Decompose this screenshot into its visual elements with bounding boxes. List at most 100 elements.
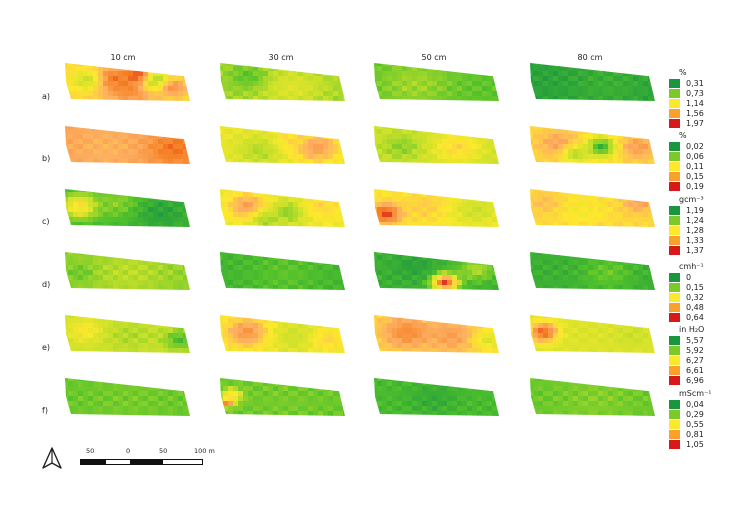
map-cell	[243, 63, 249, 67]
map-cell	[467, 144, 473, 150]
map-cell	[178, 154, 184, 160]
map-cell	[487, 71, 493, 77]
map-cell	[188, 285, 190, 290]
map-cell	[603, 255, 609, 261]
map-cell	[618, 139, 624, 145]
map-cell	[168, 348, 174, 353]
map-cell	[578, 154, 584, 160]
map-cell	[487, 315, 493, 319]
map-cell	[618, 76, 624, 82]
map-panel-c-30cm	[220, 189, 345, 227]
map-cell	[258, 323, 264, 329]
map-cell	[457, 91, 463, 97]
map-cell	[623, 149, 629, 155]
map-cell	[248, 217, 254, 223]
map-cell	[173, 212, 179, 218]
map-cell	[308, 139, 314, 145]
map-cell	[533, 348, 539, 353]
map-cell	[228, 260, 234, 266]
map-cell	[123, 66, 129, 72]
map-cell	[268, 328, 274, 334]
map-cell	[593, 91, 599, 97]
map-cell	[98, 338, 104, 344]
map-cell	[462, 101, 468, 107]
map-cell	[128, 76, 134, 82]
map-cell	[447, 217, 453, 223]
map-cell	[173, 227, 179, 233]
map-cell	[98, 252, 104, 256]
map-cell	[123, 386, 129, 392]
map-cell	[472, 154, 478, 160]
map-cell	[223, 285, 229, 290]
map-cell	[163, 164, 169, 170]
map-cell	[543, 197, 549, 203]
map-cell	[273, 333, 279, 339]
map-cell	[273, 318, 279, 324]
map-cell	[643, 285, 649, 290]
map-cell	[233, 207, 239, 213]
map-cell	[653, 134, 655, 140]
map-cell	[382, 126, 388, 130]
map-cell	[68, 217, 74, 223]
map-cell	[573, 315, 579, 319]
map-cell	[553, 207, 559, 213]
map-cell	[343, 159, 345, 164]
map-cell	[638, 164, 644, 170]
map-cell	[658, 86, 664, 92]
map-cell	[407, 333, 413, 339]
map-cell	[83, 338, 89, 344]
map-cell	[623, 76, 629, 82]
map-cell	[298, 129, 304, 135]
map-cell	[288, 212, 294, 218]
map-cell	[472, 285, 478, 290]
map-cell	[268, 280, 274, 286]
map-cell	[238, 96, 244, 101]
map-cell	[603, 315, 609, 319]
map-cell	[248, 96, 254, 101]
map-cell	[533, 197, 539, 203]
map-cell	[603, 212, 609, 218]
map-cell	[467, 285, 473, 290]
map-cell	[303, 343, 309, 349]
map-cell	[323, 129, 329, 135]
map-cell	[397, 81, 403, 87]
map-cell	[303, 265, 309, 271]
map-cell	[548, 197, 554, 203]
map-cell	[407, 86, 413, 92]
map-cell	[402, 63, 408, 67]
map-cell	[333, 189, 339, 193]
map-cell	[263, 338, 269, 344]
map-cell	[477, 280, 483, 286]
map-cell	[618, 343, 624, 349]
map-cell	[553, 76, 559, 82]
map-cell	[538, 285, 544, 290]
map-cell	[427, 66, 433, 72]
map-cell	[123, 285, 129, 290]
map-cell	[158, 252, 164, 256]
map-cell	[65, 338, 69, 344]
map-cell	[658, 61, 664, 67]
map-cell	[613, 144, 619, 150]
map-cell	[633, 285, 639, 290]
map-cell	[88, 189, 94, 193]
map-cell	[228, 149, 234, 155]
map-cell	[328, 217, 334, 223]
map-cell	[633, 96, 639, 101]
map-cell	[608, 63, 614, 67]
map-cell	[447, 91, 453, 97]
map-cell	[427, 333, 433, 339]
map-cell	[143, 217, 149, 223]
map-cell	[298, 63, 304, 67]
map-cell	[658, 348, 664, 354]
map-cell	[497, 192, 499, 198]
map-cell	[343, 328, 345, 334]
map-cell	[392, 91, 398, 97]
map-cell	[558, 202, 564, 208]
map-cell	[158, 197, 164, 203]
map-cell	[108, 217, 114, 223]
map-cell	[427, 96, 433, 101]
map-cell	[173, 129, 179, 135]
map-cell	[288, 126, 294, 130]
map-cell	[442, 280, 448, 286]
map-cell	[487, 96, 493, 101]
